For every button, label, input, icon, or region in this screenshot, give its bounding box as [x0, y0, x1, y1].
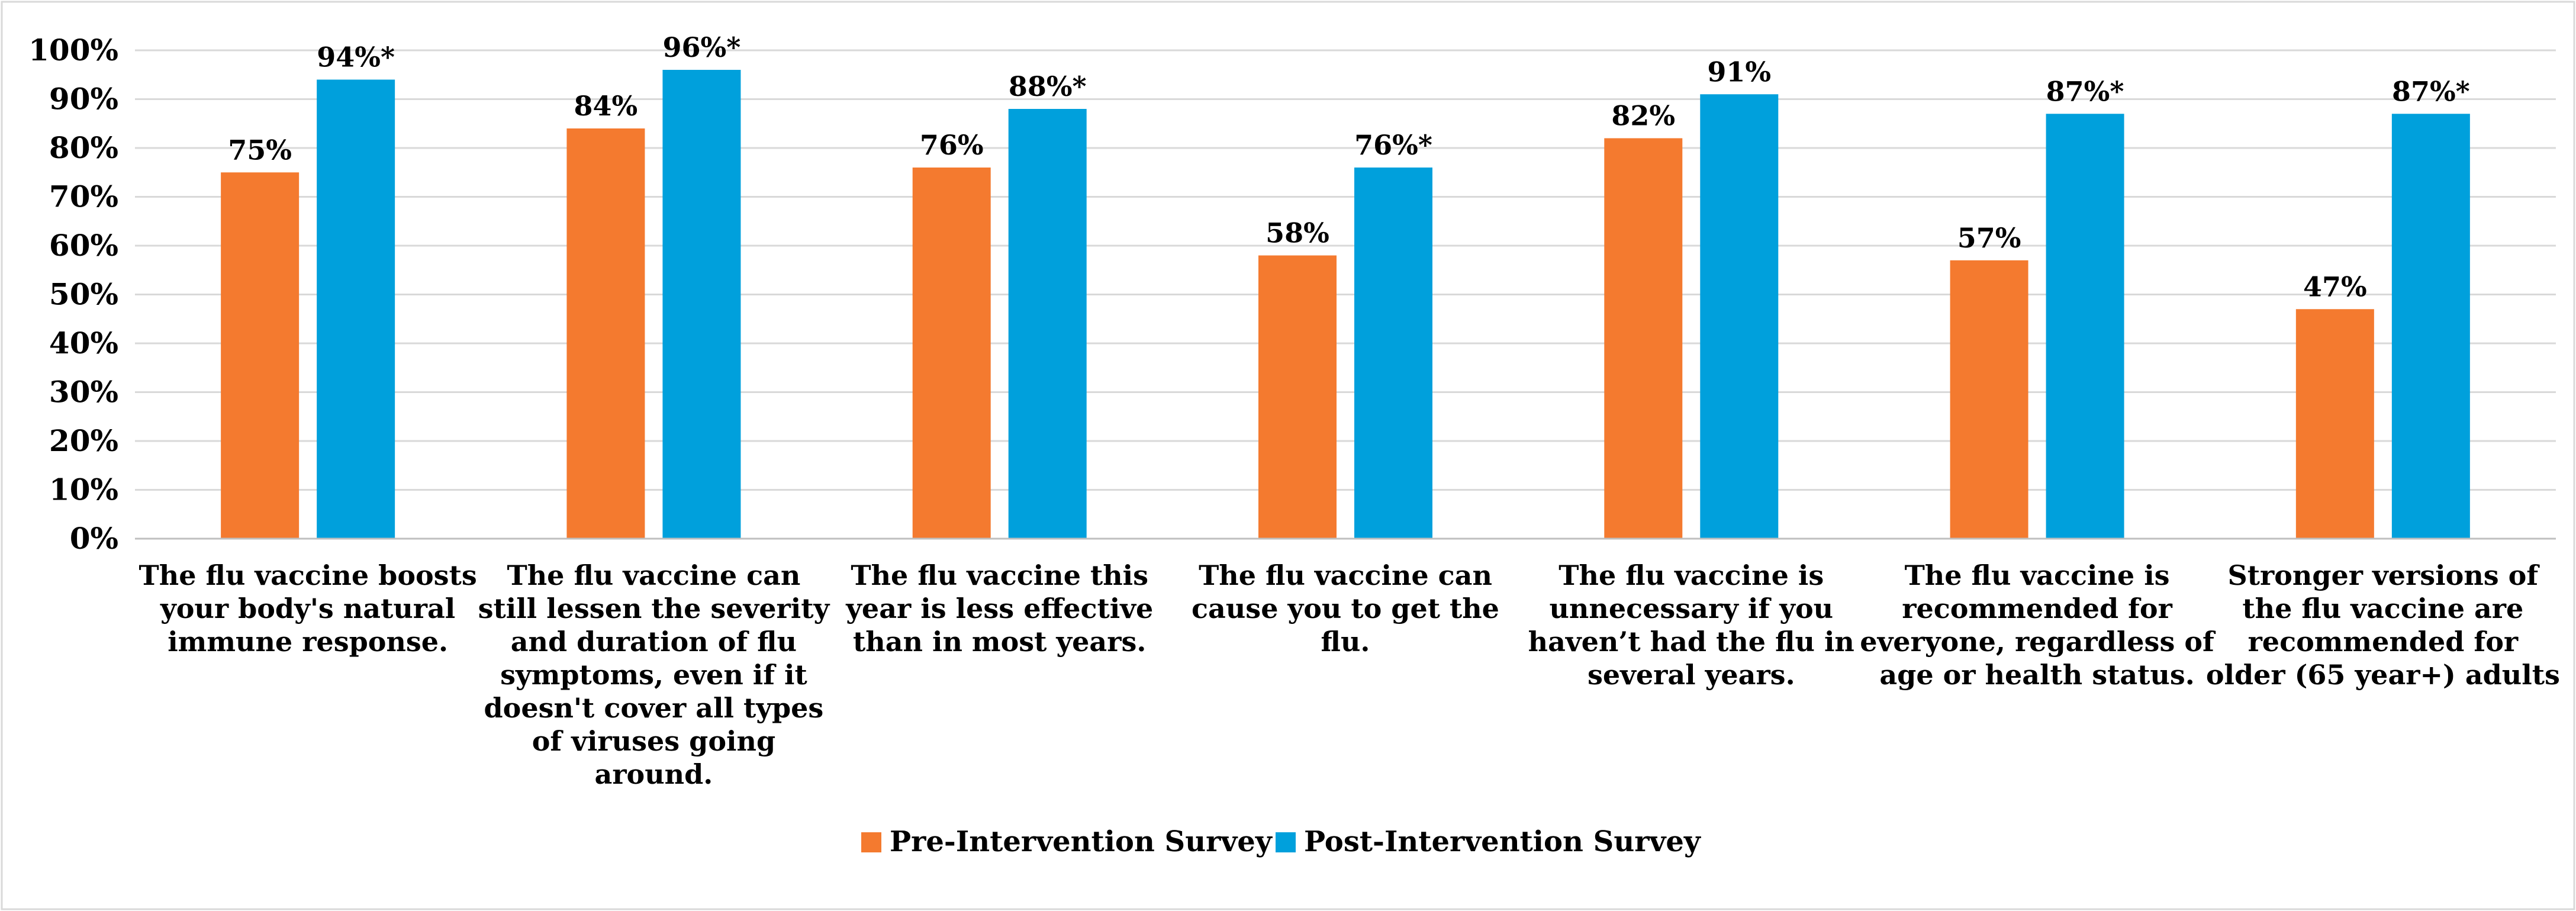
bar-post-intervention: [2046, 114, 2124, 539]
bar-post-intervention: [662, 70, 741, 539]
data-label: 47%: [2303, 271, 2367, 302]
y-tick-label: 10%: [49, 472, 118, 507]
data-label: 57%: [1957, 222, 2021, 254]
category-label-line: The flu vaccine boosts: [139, 559, 477, 591]
data-label: 58%: [1266, 217, 1329, 249]
category-label-line: flu.: [1321, 626, 1370, 658]
category-label-line: Stronger versions of: [2228, 559, 2540, 591]
category-label-line: older (65 year+) adults: [2206, 659, 2560, 691]
category-label-line: your body's natural: [160, 593, 455, 624]
category-label-line: haven’t had the flu in: [1528, 626, 1854, 658]
category-label-line: around.: [595, 758, 713, 790]
category-label-line: recommended for: [2248, 626, 2519, 658]
category-label-line: The flu vaccine can: [507, 559, 800, 591]
bar-post-intervention: [1008, 109, 1087, 539]
y-tick-label: 60%: [49, 228, 118, 263]
category-label-line: and duration of flu: [511, 626, 797, 658]
legend-swatch-post: [1276, 832, 1296, 852]
category-label-line: the flu vaccine are: [2242, 593, 2523, 624]
data-label: 94%*: [317, 41, 395, 73]
bar-post-intervention: [1354, 168, 1432, 539]
category-label-line: year is less effective: [845, 593, 1153, 624]
y-tick-label: 70%: [49, 179, 118, 214]
data-label: 84%: [574, 90, 638, 122]
y-tick-label: 20%: [49, 423, 118, 458]
category-label-line: The flu vaccine is: [1559, 559, 1824, 591]
bars: [221, 70, 2470, 539]
legend-label: Pre-Intervention Survey: [890, 825, 1273, 858]
bar-post-intervention: [1700, 94, 1779, 539]
bar-pre-intervention: [1258, 255, 1337, 539]
bar-pre-intervention: [566, 128, 645, 539]
category-label-line: still lessen the severity: [478, 593, 830, 624]
legend-swatch-pre: [861, 832, 881, 852]
data-label: 82%: [1611, 100, 1675, 132]
category-label-line: everyone, regardless of: [1860, 626, 2216, 658]
y-tick-label: 30%: [49, 375, 118, 410]
category-label-line: cause you to get the: [1192, 593, 1499, 624]
data-label: 96%*: [663, 31, 741, 63]
y-tick-label: 90%: [49, 82, 118, 117]
data-label: 91%: [1707, 56, 1771, 88]
data-label: 88%*: [1009, 70, 1087, 102]
data-labels: 75% 94%* 84% 96%* 76% 88%* 58% 76%* 82% 91% 57% 87%…: [228, 31, 2469, 302]
y-axis-ticks: 0% 10% 20% 30% 40% 50% 60% 70% 80% 90% 100%: [28, 33, 118, 556]
data-label: 87%*: [2046, 75, 2124, 107]
category-label-line: The flu vaccine can: [1199, 559, 1492, 591]
bar-pre-intervention: [1950, 260, 2028, 539]
category-label-line: age or health status.: [1879, 659, 2194, 691]
data-label: 76%*: [1354, 129, 1432, 161]
gridlines: [135, 49, 2556, 491]
data-label: 75%: [228, 134, 292, 166]
category-label-line: doesn't cover all types: [484, 692, 824, 724]
bar-pre-intervention: [912, 168, 991, 539]
y-tick-label: 100%: [28, 33, 118, 67]
category-label-line: immune response.: [168, 626, 448, 658]
bar-pre-intervention: [221, 172, 300, 539]
y-tick-label: 50%: [49, 277, 118, 312]
legend-label: Post-Intervention Survey: [1304, 825, 1702, 858]
category-label-line: The flu vaccine is: [1905, 559, 2170, 591]
category-label-line: than in most years.: [853, 626, 1146, 658]
category-label-line: unnecessary if you: [1549, 593, 1833, 624]
category-label-line: recommended for: [1902, 593, 2172, 624]
bar-pre-intervention: [1604, 138, 1683, 539]
category-label-line: of viruses going: [532, 725, 775, 757]
category-label-line: symptoms, even if it: [500, 659, 807, 691]
bar-pre-intervention: [2295, 309, 2374, 539]
category-label-line: several years.: [1588, 659, 1795, 691]
y-tick-label: 80%: [49, 130, 118, 165]
legend: Pre-Intervention Survey Post-Intervention…: [861, 825, 1702, 858]
y-tick-label: 40%: [49, 326, 118, 360]
bar-post-intervention: [2391, 114, 2470, 539]
category-label-line: The flu vaccine this: [851, 559, 1148, 591]
y-tick-label: 0%: [70, 521, 118, 556]
bar-post-intervention: [317, 79, 395, 539]
data-label: 87%*: [2392, 75, 2470, 107]
data-label: 76%: [920, 129, 984, 161]
